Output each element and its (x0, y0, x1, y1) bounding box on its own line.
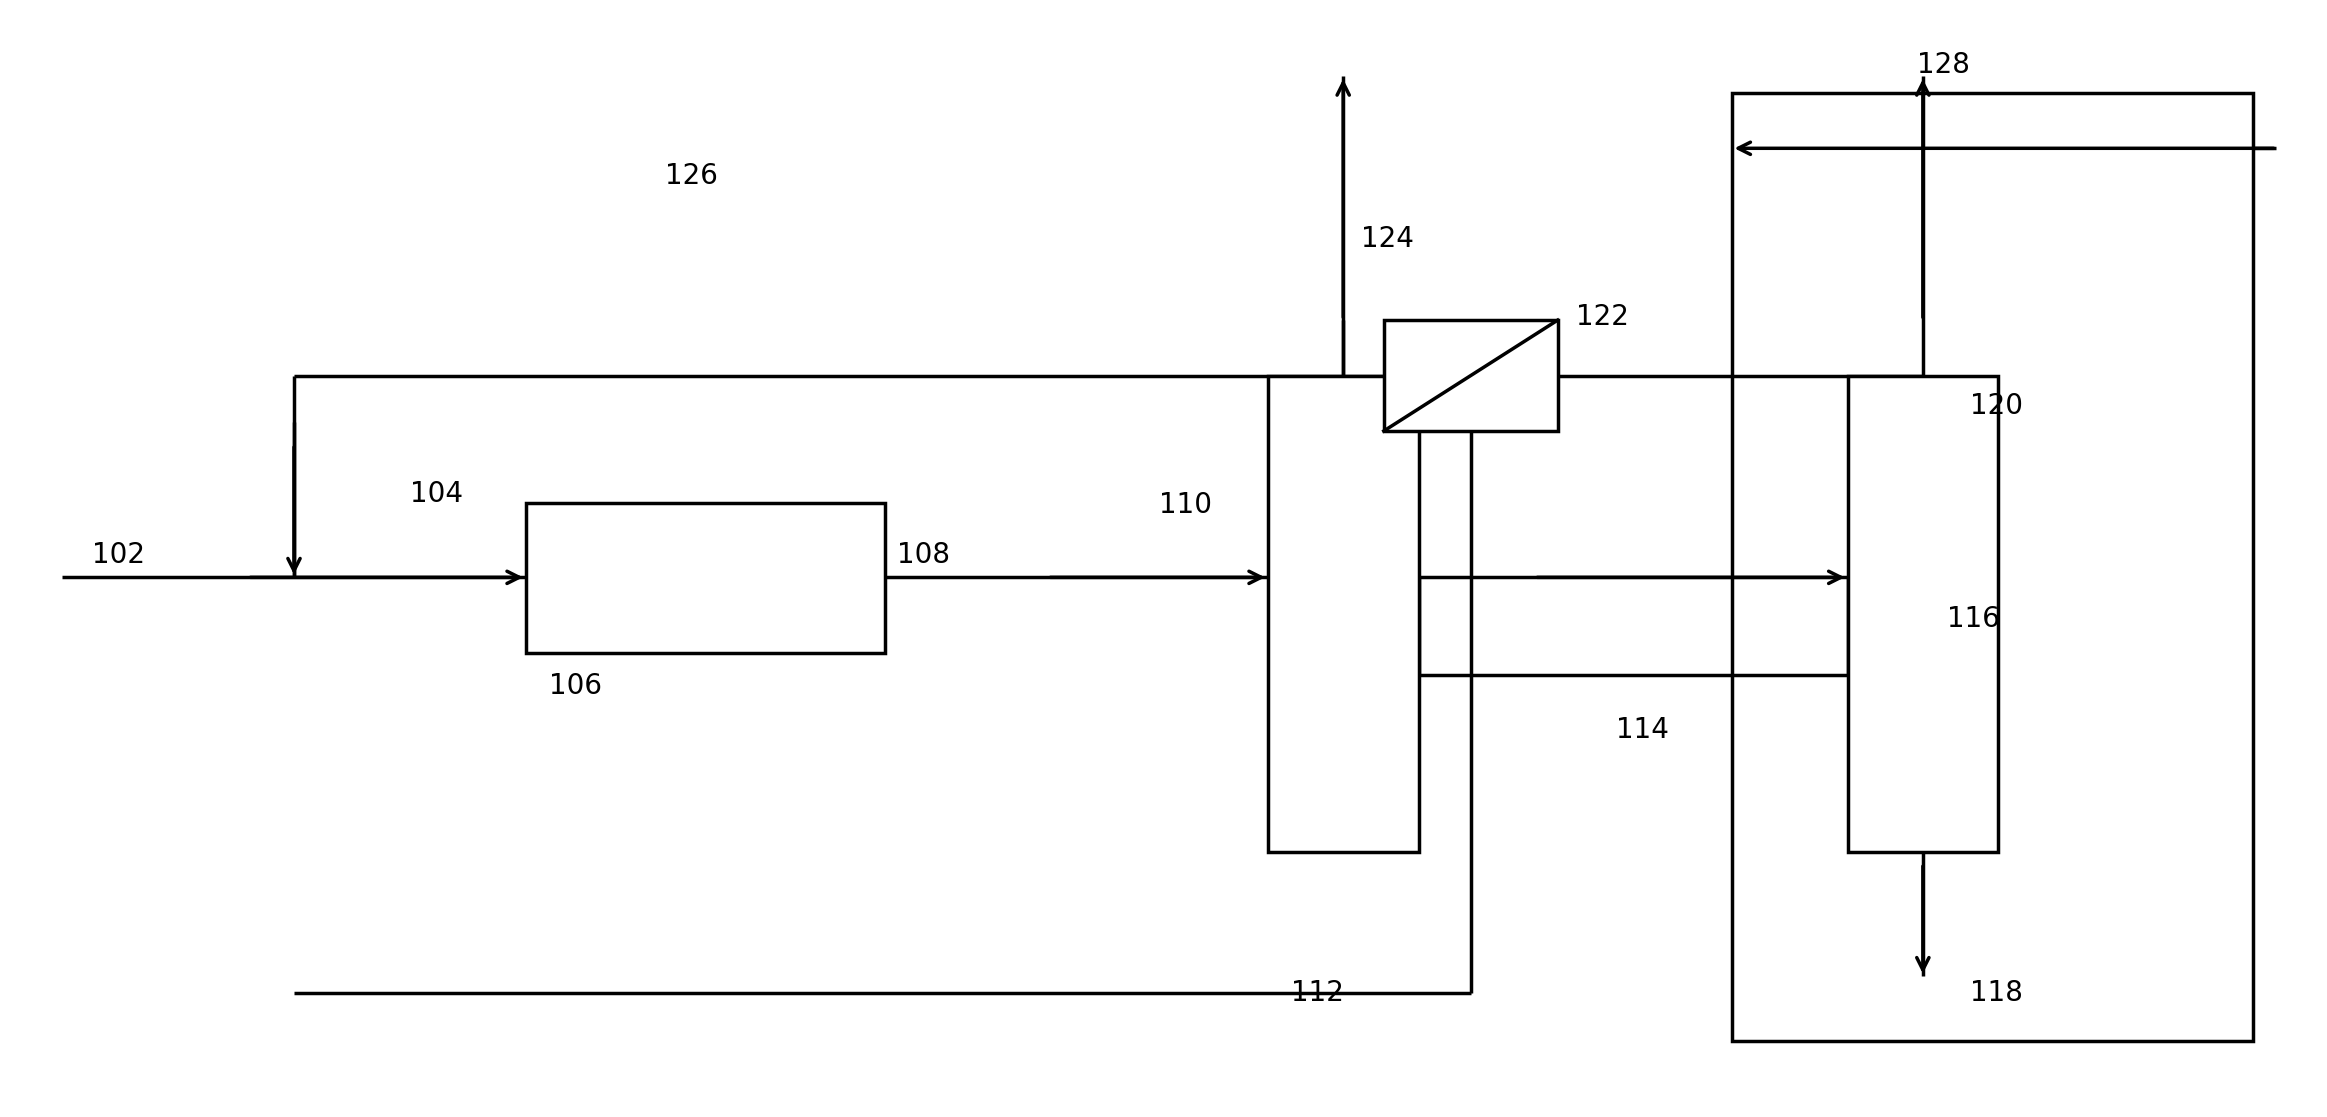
Text: 120: 120 (1971, 391, 2024, 420)
Text: 116: 116 (1948, 605, 2001, 633)
Text: 126: 126 (666, 162, 717, 190)
Bar (1385, 321, 1557, 431)
Text: 104: 104 (410, 480, 463, 508)
Bar (526, 503, 884, 652)
Text: 102: 102 (93, 541, 144, 570)
Text: 118: 118 (1971, 980, 2022, 1008)
Bar (1731, 93, 2253, 1041)
Text: 108: 108 (896, 541, 949, 570)
Text: 112: 112 (1291, 980, 1345, 1008)
Bar (1848, 375, 1999, 852)
Text: 124: 124 (1361, 226, 1412, 254)
Text: 122: 122 (1575, 303, 1629, 331)
Text: 106: 106 (549, 672, 603, 700)
Bar (1268, 375, 1419, 852)
Text: 110: 110 (1159, 491, 1212, 519)
Text: 114: 114 (1615, 716, 1668, 744)
Text: 128: 128 (1917, 51, 1971, 79)
